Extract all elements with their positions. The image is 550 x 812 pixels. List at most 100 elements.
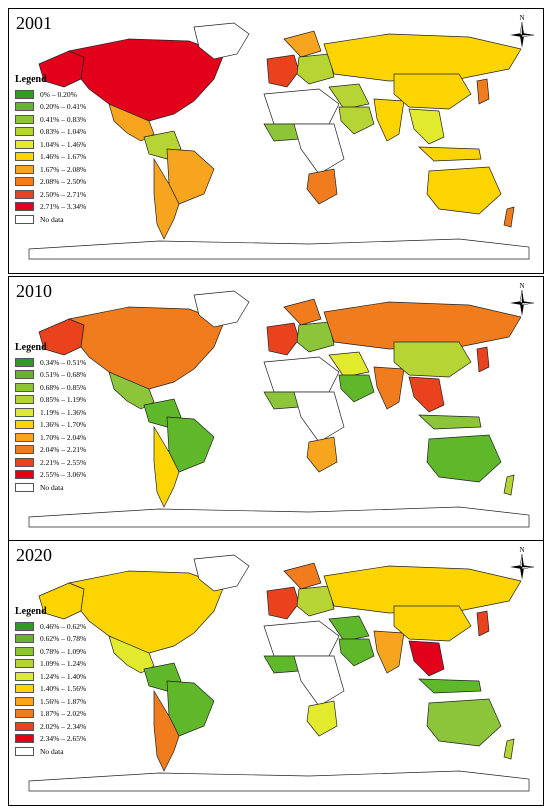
legend-item: 0.41% – 0.83%	[15, 113, 86, 126]
legend-item: 1.67% – 2.08%	[15, 163, 86, 176]
legend-swatch	[15, 395, 34, 405]
region-china	[393, 341, 472, 378]
region-antarctica	[28, 238, 530, 260]
region-australia	[426, 166, 502, 215]
legend-swatch	[15, 671, 34, 681]
region-china	[393, 73, 472, 110]
legend-label: No data	[40, 214, 64, 224]
legend-swatch	[15, 189, 34, 199]
legend-item: 1.24% – 1.40%	[15, 670, 86, 683]
map-year-title: 2001	[16, 13, 52, 33]
region-north-africa	[263, 88, 340, 125]
legend-label: 1.46% – 1.67%	[40, 152, 87, 162]
region-middle-east	[328, 615, 370, 642]
legend-label: 1.19% – 1.36%	[40, 407, 87, 417]
legend-swatch	[15, 646, 34, 656]
legend-label: 2.04% – 2.21%	[40, 445, 87, 455]
legend-title: Legend	[15, 342, 47, 353]
legend-item: 1.09% – 1.24%	[15, 658, 86, 671]
legend-label: 2.21% – 2.55%	[40, 457, 87, 467]
region-new-zealand	[503, 738, 515, 760]
region-central-africa	[293, 123, 345, 175]
legend-item: 0.34% – 0.51%	[15, 356, 86, 369]
map-legend: Legend 0.34% – 0.51% 0.51% – 0.68% 0.68% –…	[15, 342, 86, 494]
region-se-asia	[408, 376, 445, 413]
legend-item: 0.20% – 0.41%	[15, 101, 86, 114]
region-indonesia	[418, 414, 482, 430]
region-se-asia	[408, 108, 445, 145]
region-china	[393, 605, 472, 642]
legend-label: 2.08% – 2.50%	[40, 177, 87, 187]
region-central-africa	[293, 655, 345, 707]
legend-item: 2.34% – 2.65%	[15, 733, 86, 746]
region-north-africa	[263, 356, 340, 393]
legend-item: 1.40% – 1.56%	[15, 683, 86, 696]
region-western-europe	[266, 586, 300, 620]
north-arrow-icon: N	[507, 281, 537, 317]
legend-swatch	[15, 634, 34, 644]
legend-item: 0.78% – 1.09%	[15, 645, 86, 658]
region-north-africa	[263, 620, 340, 657]
legend-label: 0.41% – 0.83%	[40, 114, 87, 124]
legend-item-no-data: No data	[15, 745, 86, 758]
legend-label: 0.20% – 0.41%	[40, 102, 87, 112]
legend-swatch	[15, 684, 34, 694]
legend-swatch	[15, 102, 34, 112]
legend-label: 0.85% – 1.19%	[40, 395, 87, 405]
map-panel-2010: 2010 N Legend 0.34% – 0.51% 0.51% – 0.68%…	[8, 276, 544, 542]
legend-item: 0.85% – 1.19%	[15, 394, 86, 407]
legend-label: No data	[40, 482, 64, 492]
region-new-zealand	[503, 474, 515, 496]
region-india	[373, 366, 405, 410]
legend-swatch	[15, 139, 34, 149]
legend-swatch	[15, 357, 34, 367]
legend-label: 1.09% – 1.24%	[40, 659, 87, 669]
region-australia	[426, 698, 502, 747]
svg-text:N: N	[519, 546, 524, 554]
legend-swatch	[15, 696, 34, 706]
region-russia	[323, 565, 522, 614]
region-antarctica	[28, 506, 530, 528]
legend-swatch	[15, 721, 34, 731]
legend-item: 2.55% – 3.06%	[15, 469, 86, 482]
region-south-america-s	[153, 689, 180, 772]
legend-label: 0.83% – 1.04%	[40, 127, 87, 137]
legend-item: 2.71% – 3.34%	[15, 201, 86, 214]
region-japan	[476, 610, 490, 637]
legend-swatch	[15, 152, 34, 162]
region-arabia	[338, 638, 375, 667]
region-central-america	[108, 103, 155, 142]
region-greenland	[193, 554, 250, 592]
legend-swatch	[15, 114, 34, 124]
region-central-america	[108, 635, 155, 674]
region-se-asia	[408, 640, 445, 677]
legend-item: 2.08% – 2.50%	[15, 176, 86, 189]
legend-item: 0.83% – 1.04%	[15, 126, 86, 139]
legend-label: 0% – 0.20%	[40, 89, 77, 99]
region-eastern-europe	[296, 321, 335, 353]
legend-item: 1.87% – 2.02%	[15, 708, 86, 721]
legend-swatch	[15, 482, 34, 492]
region-india	[373, 630, 405, 674]
legend-label: 2.34% – 2.65%	[40, 734, 87, 744]
map-panel-2001: 2001 N Legend 0% – 0.20% 0.20% – 0.41% 0.4…	[8, 8, 544, 274]
legend-swatch	[15, 382, 34, 392]
legend-label: 0.68% – 0.85%	[40, 382, 87, 392]
legend-swatch	[15, 202, 34, 212]
region-arabia	[338, 374, 375, 403]
legend-swatch	[15, 457, 34, 467]
region-south-america-s	[153, 425, 180, 508]
legend-swatch	[15, 214, 34, 224]
legend-swatch	[15, 164, 34, 174]
map-panel-2020: 2020 N Legend 0.46% – 0.62% 0.62% – 0.78%…	[8, 540, 544, 806]
legend-swatch	[15, 470, 34, 480]
region-indonesia	[418, 678, 482, 694]
region-central-africa	[293, 391, 345, 443]
legend-item: 0.62% – 0.78%	[15, 633, 86, 646]
map-year-title: 2020	[16, 545, 52, 565]
legend-item: 0% – 0.20%	[15, 88, 86, 101]
region-russia	[323, 301, 522, 350]
legend-item: 0.68% – 0.85%	[15, 381, 86, 394]
legend-item: 1.19% – 1.36%	[15, 406, 86, 419]
legend-label: 1.87% – 2.02%	[40, 709, 87, 719]
